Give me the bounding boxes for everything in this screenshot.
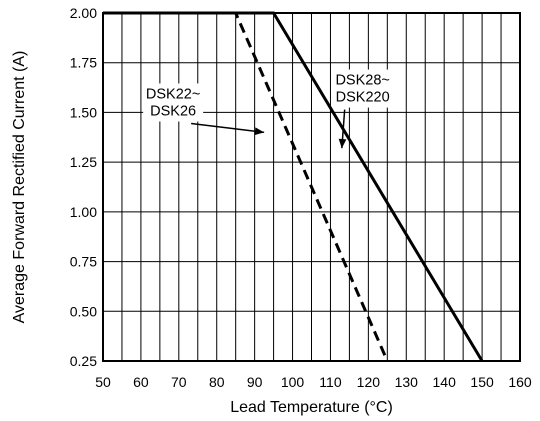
y-tick-label: 0.75 — [70, 254, 97, 270]
annotation-label: DSK28~ — [335, 73, 389, 89]
x-tick-label: 160 — [508, 374, 532, 390]
x-tick-label: 70 — [171, 374, 187, 390]
annotations: DSK22~DSK26 DSK28~DSK220 — [143, 69, 393, 149]
y-tick-label: 0.50 — [70, 303, 97, 319]
x-axis-label: Lead Temperature (°C) — [230, 399, 393, 416]
x-tick-label: 90 — [247, 374, 263, 390]
annotation-label: DSK220 — [336, 90, 390, 106]
arrow-head — [338, 138, 347, 149]
arrow-head — [254, 127, 265, 136]
y-tick-label: 1.25 — [70, 154, 97, 170]
series-line-1 — [103, 11, 389, 362]
y-axis-label: Average Forward Rectified Current (A) — [11, 51, 28, 324]
grid — [103, 13, 520, 361]
x-tick-label: 130 — [395, 374, 419, 390]
y-tick-label: 1.50 — [70, 104, 97, 120]
annotation-label: DSK22~ — [146, 86, 200, 102]
x-tick-label: 110 — [319, 374, 342, 390]
x-tick-label: 80 — [209, 374, 225, 390]
y-tick-label: 2.00 — [70, 5, 97, 21]
x-tick-label: 50 — [95, 374, 111, 390]
annotation-bg — [143, 83, 204, 122]
y-tick-label: 1.75 — [70, 55, 97, 71]
y-tick-labels: 0.25 0.50 0.75 1.00 1.25 1.50 1.75 2.00 — [70, 5, 97, 369]
x-tick-label: 60 — [133, 374, 149, 390]
x-tick-label: 120 — [357, 374, 381, 390]
x-tick-label: 100 — [281, 374, 305, 390]
x-tick-labels: 50 60 70 80 90 100 110 120 130 140 150 160 — [95, 374, 532, 390]
plot-frame — [102, 12, 521, 362]
y-tick-label: 1.00 — [70, 204, 97, 220]
annotation-arrow — [191, 122, 265, 134]
annotation-bg — [332, 69, 393, 108]
x-tick-label: 140 — [433, 374, 457, 390]
y-tick-label: 0.25 — [70, 353, 97, 369]
annotation-label: DSK26 — [150, 103, 196, 119]
x-tick-label: 150 — [470, 374, 494, 390]
